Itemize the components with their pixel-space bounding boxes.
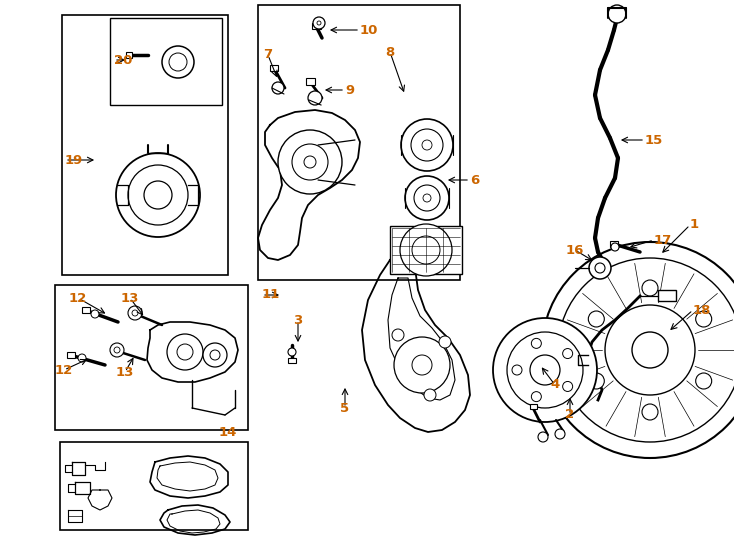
Circle shape bbox=[558, 258, 734, 442]
Text: 13: 13 bbox=[116, 366, 134, 379]
Text: 18: 18 bbox=[693, 303, 711, 316]
Bar bbox=[288, 358, 296, 363]
Text: 12: 12 bbox=[55, 363, 73, 376]
Circle shape bbox=[422, 140, 432, 150]
Circle shape bbox=[288, 348, 296, 356]
Bar bbox=[126, 52, 132, 58]
Bar bbox=[658, 290, 676, 301]
Circle shape bbox=[177, 344, 193, 360]
Circle shape bbox=[589, 373, 604, 389]
Circle shape bbox=[538, 432, 548, 442]
Circle shape bbox=[167, 334, 203, 370]
Circle shape bbox=[424, 389, 436, 401]
Circle shape bbox=[304, 156, 316, 168]
Bar bbox=[55, 285, 248, 430]
Bar bbox=[306, 78, 315, 85]
Text: 3: 3 bbox=[294, 314, 302, 327]
Circle shape bbox=[642, 280, 658, 296]
Text: 8: 8 bbox=[385, 45, 395, 58]
Circle shape bbox=[128, 306, 142, 320]
Circle shape bbox=[91, 310, 99, 318]
Circle shape bbox=[542, 242, 734, 458]
Circle shape bbox=[114, 347, 120, 353]
Bar bbox=[530, 404, 537, 409]
Text: 12: 12 bbox=[69, 292, 87, 305]
Circle shape bbox=[605, 305, 695, 395]
Circle shape bbox=[392, 329, 404, 341]
Circle shape bbox=[78, 354, 86, 362]
Circle shape bbox=[595, 263, 605, 273]
Circle shape bbox=[292, 144, 328, 180]
Text: 10: 10 bbox=[360, 24, 378, 37]
Circle shape bbox=[128, 165, 188, 225]
Bar bbox=[62, 15, 228, 275]
Text: 4: 4 bbox=[550, 379, 559, 392]
Circle shape bbox=[272, 82, 284, 94]
Circle shape bbox=[608, 5, 626, 23]
Circle shape bbox=[210, 350, 220, 360]
Circle shape bbox=[642, 404, 658, 420]
Circle shape bbox=[507, 332, 583, 408]
Text: 16: 16 bbox=[566, 244, 584, 256]
Circle shape bbox=[611, 243, 619, 251]
Bar bbox=[270, 65, 278, 71]
Circle shape bbox=[144, 181, 172, 209]
Circle shape bbox=[394, 337, 450, 393]
Circle shape bbox=[531, 339, 542, 348]
Circle shape bbox=[132, 310, 138, 316]
Circle shape bbox=[411, 129, 443, 161]
Circle shape bbox=[423, 194, 431, 202]
Circle shape bbox=[412, 355, 432, 375]
Text: 6: 6 bbox=[470, 173, 479, 186]
Bar bbox=[312, 23, 321, 29]
Circle shape bbox=[512, 365, 522, 375]
Circle shape bbox=[203, 343, 227, 367]
Circle shape bbox=[589, 257, 611, 279]
Circle shape bbox=[563, 348, 573, 359]
Circle shape bbox=[116, 153, 200, 237]
Bar bbox=[610, 241, 618, 247]
Circle shape bbox=[308, 91, 322, 105]
Circle shape bbox=[405, 176, 449, 220]
Text: 17: 17 bbox=[654, 233, 672, 246]
Circle shape bbox=[317, 21, 321, 25]
Bar bbox=[60, 442, 248, 530]
Bar bbox=[67, 352, 75, 358]
Circle shape bbox=[555, 429, 565, 439]
Circle shape bbox=[493, 318, 597, 422]
Text: 2: 2 bbox=[565, 408, 575, 422]
Circle shape bbox=[169, 53, 187, 71]
Circle shape bbox=[439, 336, 451, 348]
Circle shape bbox=[313, 17, 325, 29]
Circle shape bbox=[110, 343, 124, 357]
Circle shape bbox=[696, 373, 712, 389]
Circle shape bbox=[563, 381, 573, 391]
Circle shape bbox=[278, 130, 342, 194]
Circle shape bbox=[530, 355, 560, 385]
Text: 9: 9 bbox=[345, 84, 354, 97]
Text: 15: 15 bbox=[645, 133, 664, 146]
Text: 11: 11 bbox=[262, 288, 280, 301]
Circle shape bbox=[400, 224, 452, 276]
Bar bbox=[258, 5, 460, 280]
Circle shape bbox=[531, 392, 542, 402]
Bar bbox=[82, 307, 90, 313]
Circle shape bbox=[401, 119, 453, 171]
Circle shape bbox=[632, 332, 668, 368]
Text: 7: 7 bbox=[264, 49, 272, 62]
Circle shape bbox=[414, 185, 440, 211]
Text: 5: 5 bbox=[341, 402, 349, 415]
Text: 1: 1 bbox=[690, 219, 699, 232]
Text: 14: 14 bbox=[219, 427, 237, 440]
Text: 19: 19 bbox=[65, 153, 83, 166]
Bar bbox=[390, 226, 462, 274]
Circle shape bbox=[589, 311, 604, 327]
Circle shape bbox=[696, 311, 712, 327]
Circle shape bbox=[162, 46, 194, 78]
Text: 13: 13 bbox=[121, 292, 139, 305]
Bar bbox=[110, 18, 222, 105]
Circle shape bbox=[412, 236, 440, 264]
Text: 20: 20 bbox=[114, 53, 132, 66]
